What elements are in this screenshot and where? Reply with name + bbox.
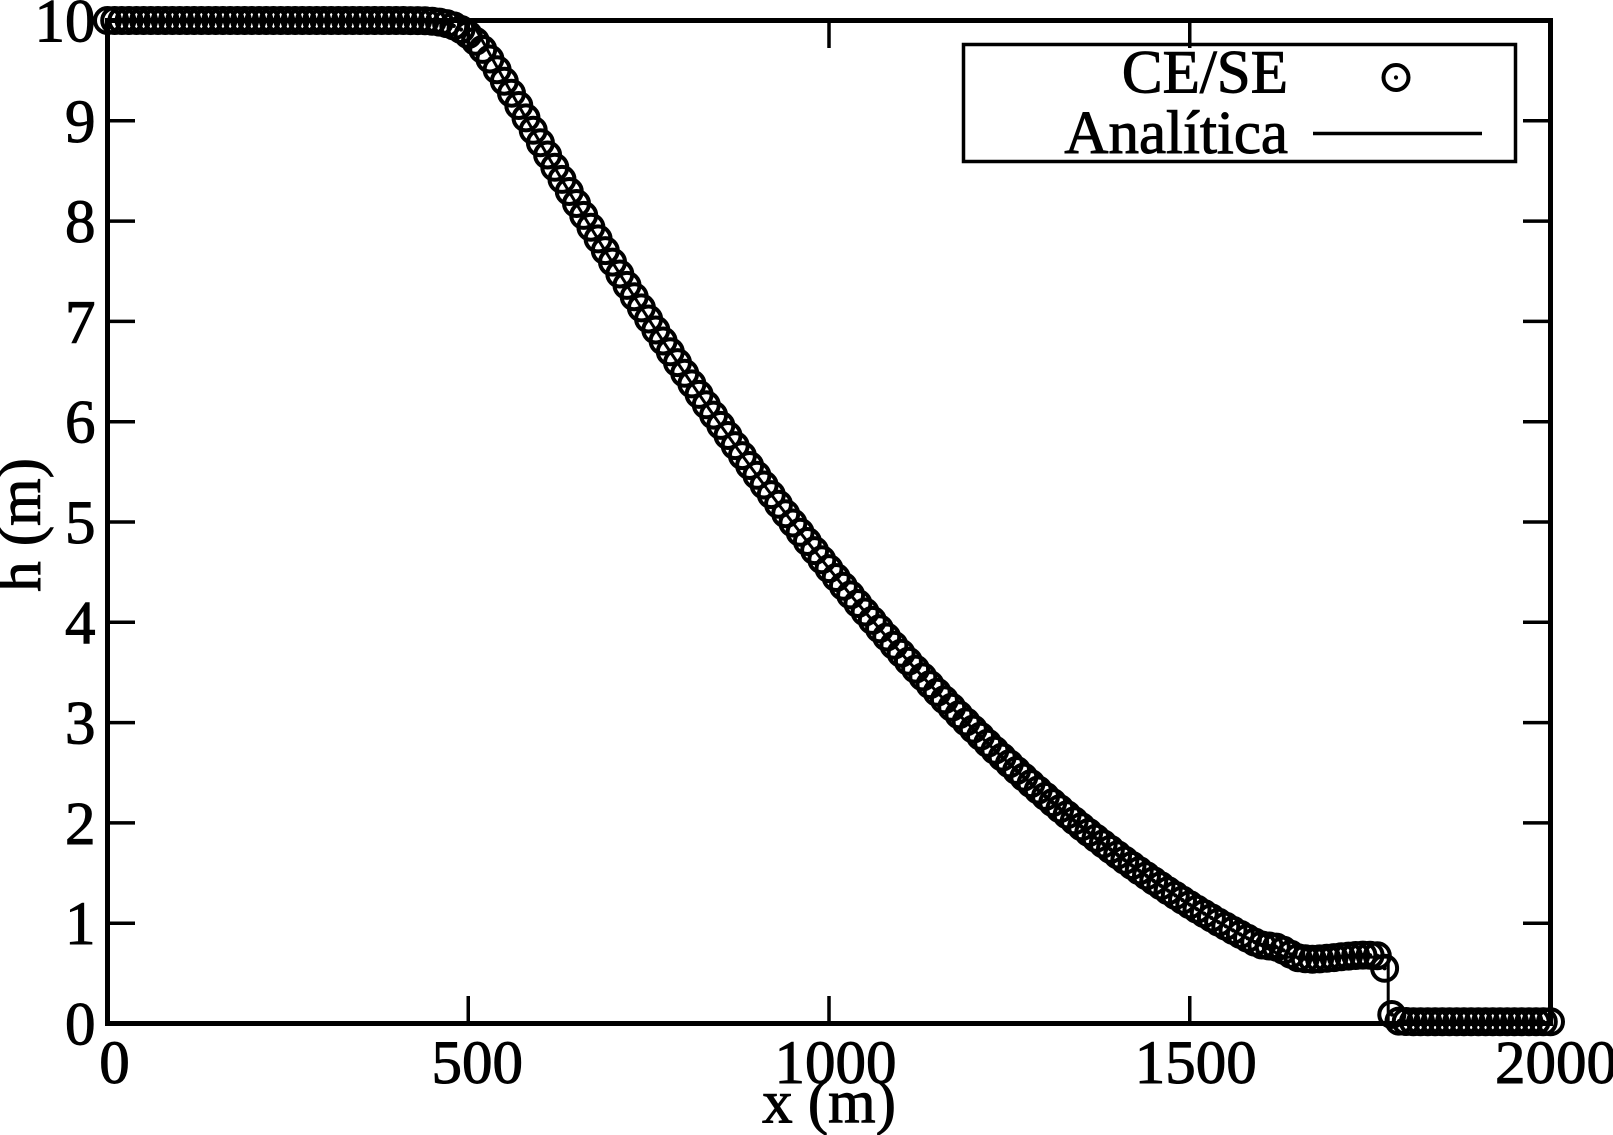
svg-text:7: 7 <box>65 289 96 356</box>
svg-text:Analítica: Analítica <box>1064 100 1288 167</box>
svg-text:1000: 1000 <box>775 1030 897 1097</box>
svg-text:1: 1 <box>65 891 96 958</box>
svg-text:5: 5 <box>65 490 96 557</box>
svg-text:8: 8 <box>65 189 96 256</box>
svg-text:500: 500 <box>431 1030 523 1097</box>
svg-text:0: 0 <box>99 1030 130 1097</box>
svg-text:10: 10 <box>35 0 96 56</box>
svg-text:CE/SE: CE/SE <box>1122 40 1288 107</box>
svg-text:2: 2 <box>65 791 96 858</box>
svg-text:1500: 1500 <box>1135 1030 1257 1097</box>
svg-text:9: 9 <box>65 89 96 156</box>
svg-text:3: 3 <box>65 691 96 758</box>
svg-text:6: 6 <box>65 390 96 457</box>
svg-text:2000: 2000 <box>1495 1030 1613 1097</box>
svg-text:h (m): h (m) <box>0 458 54 592</box>
svg-text:0: 0 <box>65 992 96 1059</box>
svg-text:4: 4 <box>65 590 96 657</box>
svg-text:x (m): x (m) <box>762 1070 896 1135</box>
